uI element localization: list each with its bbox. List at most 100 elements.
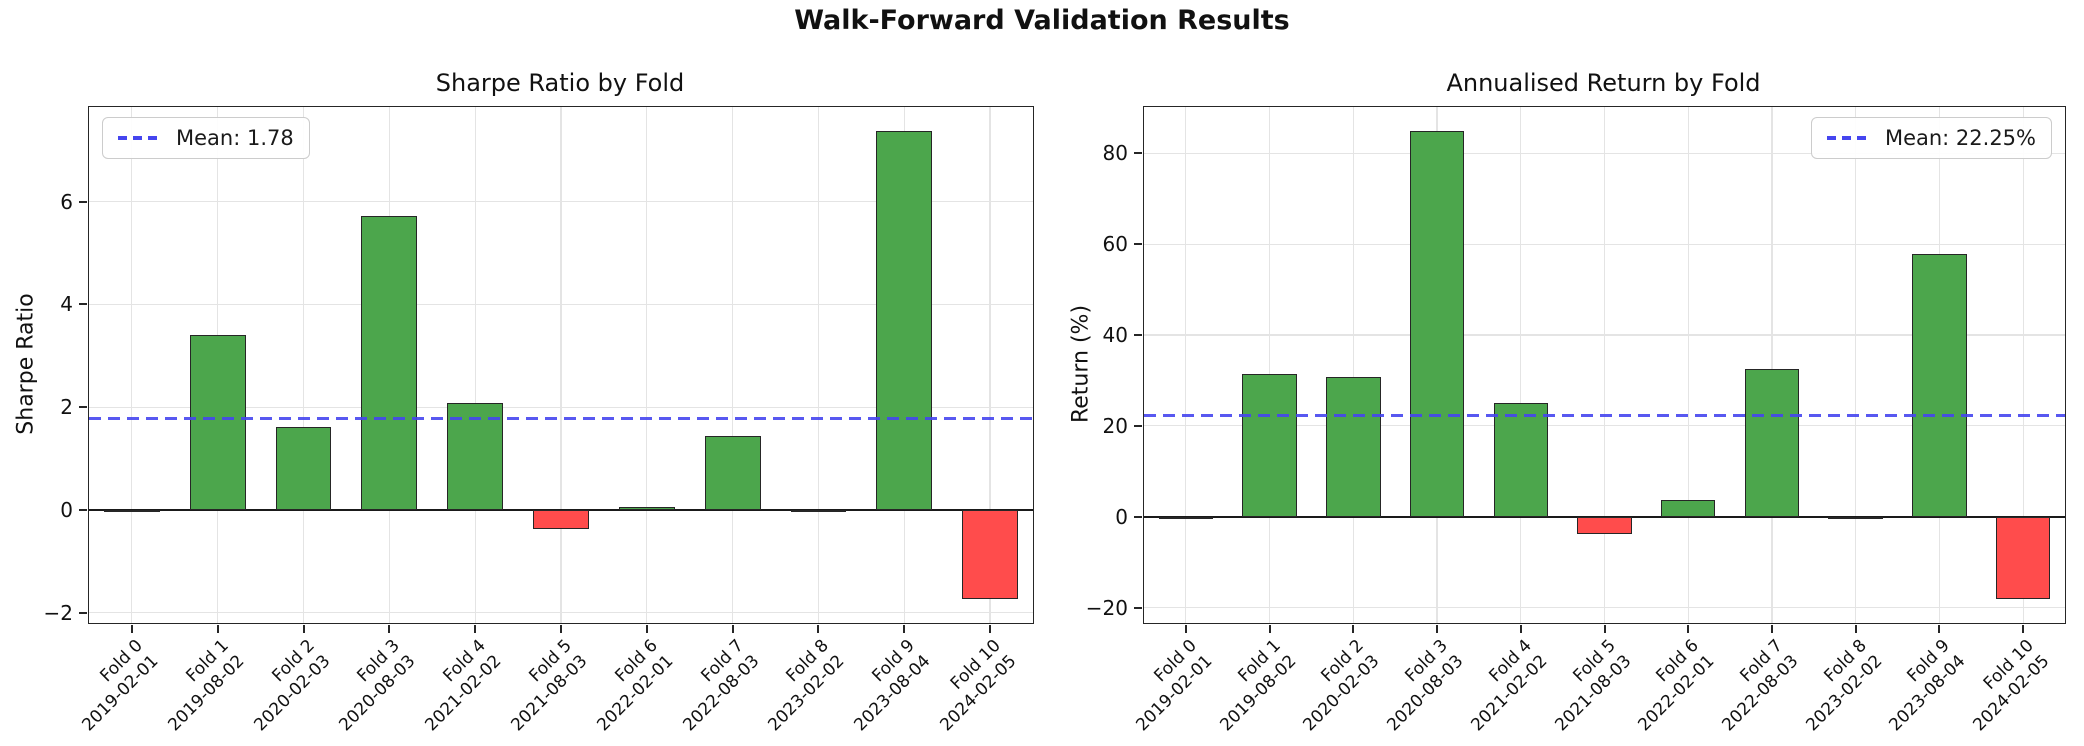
y-tick-label: 0 [1115, 504, 1128, 529]
mean-line [1144, 413, 2065, 418]
mean-line [89, 416, 1033, 421]
x-tick-label: Fold 6 2022-02-01 [577, 635, 678, 736]
y-tick-label: 60 [1102, 232, 1128, 257]
x-tick-mark [1352, 625, 1355, 633]
v-gridline [989, 107, 991, 623]
y-tick-label: 80 [1102, 141, 1128, 166]
y-tick-mark [1134, 424, 1142, 427]
y-tick-label: −2 [43, 600, 73, 625]
y-tick-mark [79, 406, 87, 409]
y-tick-mark [1134, 515, 1142, 518]
bar [1828, 516, 1883, 519]
bar [1995, 516, 2051, 600]
h-gridline [89, 612, 1033, 614]
bar [1493, 403, 1548, 517]
x-tick-mark [130, 625, 133, 633]
y-tick-label: 4 [60, 292, 73, 317]
y-tick-label: 40 [1102, 323, 1128, 348]
x-tick-mark [1854, 625, 1857, 633]
x-tick-label: Fold 0 2019-02-01 [62, 635, 163, 736]
x-tick-mark [1519, 625, 1522, 633]
v-gridline [302, 107, 305, 623]
bar [104, 509, 160, 512]
bar [1242, 373, 1297, 517]
x-tick-mark [1687, 625, 1690, 633]
v-gridline [1855, 107, 1857, 623]
h-gridline [1144, 152, 2065, 154]
v-gridline [1268, 107, 1271, 623]
x-tick-mark [2022, 625, 2025, 633]
v-gridline [560, 107, 562, 623]
y-tick-mark [1134, 243, 1142, 246]
v-gridline [1520, 107, 1522, 623]
x-tick-label: Fold 9 2023-08-04 [1870, 635, 1971, 736]
x-tick-label: Fold 7 2022-08-03 [663, 635, 764, 736]
v-gridline [1771, 107, 1773, 623]
bar [1409, 130, 1465, 517]
sharpe-chart-title: Sharpe Ratio by Fold [435, 69, 685, 97]
x-tick-label: Fold 3 2020-08-03 [1367, 635, 1468, 736]
bar [1661, 499, 1716, 517]
x-tick-mark [560, 625, 562, 633]
y-tick-label: 2 [60, 395, 73, 420]
x-tick-label: Fold 8 2023-02-02 [1786, 635, 1887, 736]
v-gridline [732, 107, 734, 623]
return-plot-area: −20 0 20 40 60 80 Fold 0 2019-02-01 Fold 1 2019-0… [1086, 106, 2066, 735]
return-chart-title: Annualised Return by Fold [1446, 69, 1761, 97]
bar [533, 509, 589, 530]
return-legend: Mean: 22.25% [1810, 117, 2052, 159]
v-gridline [817, 107, 820, 623]
v-gridline [646, 107, 648, 623]
y-tick-mark [79, 200, 87, 203]
x-tick-mark [989, 625, 992, 633]
y-tick-label: 20 [1102, 413, 1128, 438]
bar [189, 335, 246, 510]
mean-line-sample [118, 136, 162, 140]
bar [1577, 516, 1632, 534]
sharpe-legend-label: Mean: 1.78 [176, 126, 294, 150]
x-tick-mark [1770, 625, 1773, 633]
v-gridline [1185, 107, 1187, 623]
figure-title: Walk-Forward Validation Results [794, 5, 1290, 36]
x-tick-label: Fold 5 2021-08-03 [1535, 635, 1636, 736]
y-tick-mark [79, 303, 87, 306]
h-gridline [1144, 243, 2065, 245]
x-tick-label: Fold 2 2020-02-03 [1283, 635, 1384, 736]
bar [447, 403, 504, 510]
x-tick-label: Fold 4 2021-02-02 [1451, 635, 1552, 736]
bar [1158, 516, 1214, 519]
x-tick-label: Fold 7 2022-08-03 [1702, 635, 1803, 736]
bar [1326, 376, 1381, 517]
y-tick-mark [79, 611, 87, 614]
mean-line-sample [1826, 136, 1871, 140]
y-tick-label: −20 [1085, 595, 1128, 620]
x-tick-mark [1268, 625, 1271, 633]
x-tick-label: Fold 9 2023-08-04 [834, 635, 935, 736]
bar [876, 130, 933, 510]
v-gridline [1687, 107, 1689, 623]
h-gridline [89, 303, 1033, 305]
x-tick-label: Fold 8 2023-02-02 [749, 635, 850, 736]
x-tick-mark [1184, 625, 1187, 633]
x-tick-mark [645, 625, 648, 633]
y-tick-label: 0 [60, 497, 73, 522]
sharpe-legend: Mean: 1.78 [102, 117, 310, 159]
bar [275, 426, 332, 510]
x-tick-label: Fold 10 2024-02-05 [920, 635, 1021, 736]
v-gridline [1352, 107, 1354, 623]
x-tick-mark [302, 625, 305, 633]
v-gridline [131, 107, 133, 623]
x-tick-label: Fold 0 2019-02-01 [1116, 635, 1217, 736]
sharpe-plot-area: −2 0 2 4 6 Fold 0 2019-02-01 Fold 1 2019-08-02 Fo… [44, 106, 1034, 735]
v-gridline [2022, 107, 2024, 623]
y-tick-mark [79, 508, 87, 511]
x-tick-label: Fold 5 2021-08-03 [491, 635, 592, 736]
x-tick-label: Fold 6 2022-02-01 [1618, 635, 1719, 736]
h-gridline [89, 406, 1033, 408]
x-tick-mark [903, 625, 906, 633]
x-tick-mark [731, 625, 734, 633]
y-tick-label: 6 [60, 189, 73, 214]
bar [1744, 368, 1800, 517]
h-gridline [89, 200, 1033, 203]
